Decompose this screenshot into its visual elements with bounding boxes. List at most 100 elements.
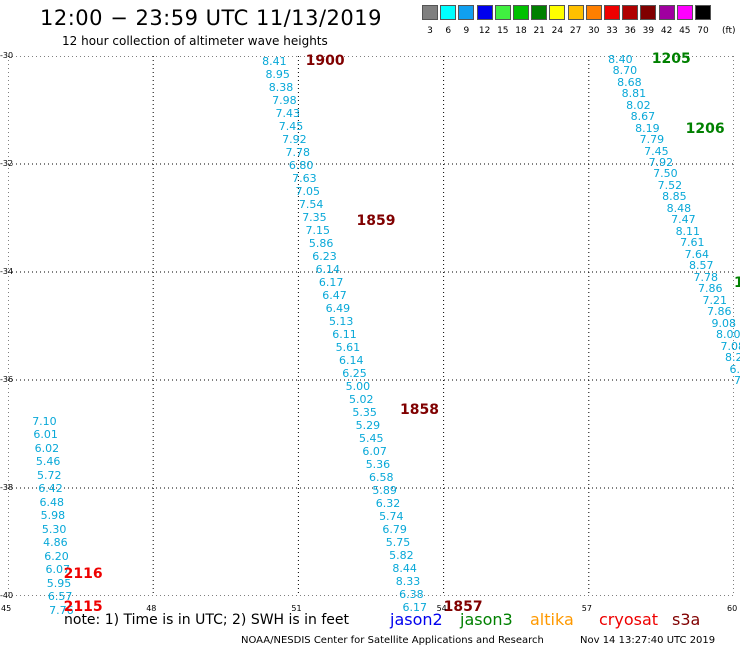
wave-height-value: 7.47 [671,213,696,227]
wave-height-value: 8.11 [675,224,701,238]
wave-height-value: 7.05 [295,185,321,199]
color-scale-label: 33 [606,26,618,36]
pass-time-label: 1858 [400,401,439,418]
color-scale-label: 21 [533,26,545,36]
color-scale-label: 12 [478,26,491,36]
wave-height-value: 8.81 [621,87,647,101]
pass-time-label: 1206 [685,120,725,137]
wave-height-value: 5.95 [46,576,72,590]
wave-height-value: 6.20 [44,549,69,563]
wave-height-value: 5.00 [345,380,371,394]
color-scale-label: 6 [445,26,452,36]
wave-height-value: 7.64 [684,247,710,261]
color-scale-swatch [422,5,438,20]
color-scale-unit: (ft) [722,26,736,36]
wave-height-value: 8.02 [626,98,651,112]
lat-tick-label: -32 [0,159,14,168]
lon-tick-label: 45 [1,604,12,613]
color-scale-label: 39 [642,26,655,36]
wave-height-value: 5.86 [308,237,334,251]
pass-time-label: 1900 [305,53,345,70]
lon-tick-label: 54 [436,604,447,613]
wave-height-value: 6.02 [34,441,60,455]
wave-height-value: 6.49 [325,302,351,316]
wave-height-value: 7.79 [639,133,665,147]
pass-time-label: 1857 [443,598,483,615]
wave-height-value: 7.76 [49,603,74,617]
wave-height-value: 6.01 [33,428,58,441]
wave-height-value: 6.42 [38,482,63,495]
legend-jason3: jason3 [460,610,513,629]
wave-height-value: 5.72 [37,468,62,482]
wave-height-value: 8.19 [635,121,660,135]
legend-jason2: jason2 [390,610,443,629]
wave-height-value: 7.98 [272,94,297,108]
color-scale-swatch [494,5,511,20]
wave-height-value: 6.32 [375,496,401,510]
wave-height-value: 7.45 [644,144,669,158]
wave-height-value: 8.85 [662,190,687,204]
wave-height-value: 5.13 [328,315,354,329]
color-scale-label: 27 [569,26,582,36]
wave-height-value: 7.21 [702,293,728,307]
wave-height-value: 6.80 [288,159,314,173]
color-scale-swatch [531,5,548,20]
map-grid [7,55,735,597]
wave-height-value: 7.92 [648,155,674,169]
lat-tick-label: -38 [0,483,14,492]
wave-height-value: 8.41 [262,55,287,69]
color-scale-swatch [549,5,566,20]
wave-height-value: 9.08 [711,316,737,330]
color-scale-swatch [640,5,657,20]
wave-height-value: 8.22 [725,351,740,365]
lat-tick-label: -34 [0,267,14,276]
color-scale-swatch [658,5,675,20]
pass-time-label: 1 [734,274,740,291]
wave-height-value: 6.14 [338,354,364,368]
wave-height-value: 7.54 [298,198,324,212]
wave-height-value: 6.17 [318,276,344,290]
wave-height-value: 7.35 [302,211,327,225]
color-scale-swatch [476,5,493,20]
pass-time-label: 1859 [356,212,396,229]
footer-credit: NOAA/NESDIS Center for Satellite Applica… [241,635,544,646]
page-title: 12:00 − 23:59 UTC 11/13/2019 [40,6,383,30]
color-scale-swatch [604,5,620,20]
wave-height-value: 5.61 [335,341,361,355]
lon-tick-label: 57 [581,604,592,613]
wave-height-value: 6.79 [382,522,407,536]
page-subtitle: 12 hour collection of altimeter wave hei… [62,34,328,48]
wave-height-value: 7.50 [653,167,678,181]
lat-tick-label: -30 [0,51,14,60]
wave-height-value: 5.02 [348,393,374,407]
wave-height-value: 7.43 [275,107,300,121]
wave-height-value: 8.48 [666,201,692,215]
wave-height-value: 8.57 [689,259,714,273]
color-scale-label: 45 [679,26,691,36]
legend-cryosat: cryosat [599,610,659,629]
color-scale-swatch [585,5,602,20]
color-scale-swatch [458,5,475,20]
color-scale-label: 36 [624,26,636,36]
wave-height-value: 8.67 [630,110,656,124]
map-area [7,55,735,597]
wave-height-value: 8.40 [608,52,633,66]
color-scale-label: 9 [463,26,470,36]
wave-height-value: 5.82 [389,548,414,562]
footer-timestamp: Nov 14 13:27:40 UTC 2019 [580,635,716,646]
legend-altika: altika [530,610,574,629]
wave-height-value: 5.35 [352,406,377,419]
wave-height-value: 5.89 [372,483,397,497]
wave-height-value: 7.15 [305,224,331,238]
wave-height-value: 6.17 [402,600,427,614]
wave-height-value: 7.08 [720,339,740,353]
color-scale-label: 15 [497,26,509,36]
wave-height-value: 5.46 [35,455,61,468]
color-scale-swatch [676,5,693,20]
wave-height-value: 7.86 [707,305,732,319]
wave-height-value: 8.44 [392,561,417,575]
wave-height-value: 5.74 [379,509,404,523]
color-scale-label: 42 [660,26,673,36]
wave-height-value: 5.30 [41,522,67,536]
